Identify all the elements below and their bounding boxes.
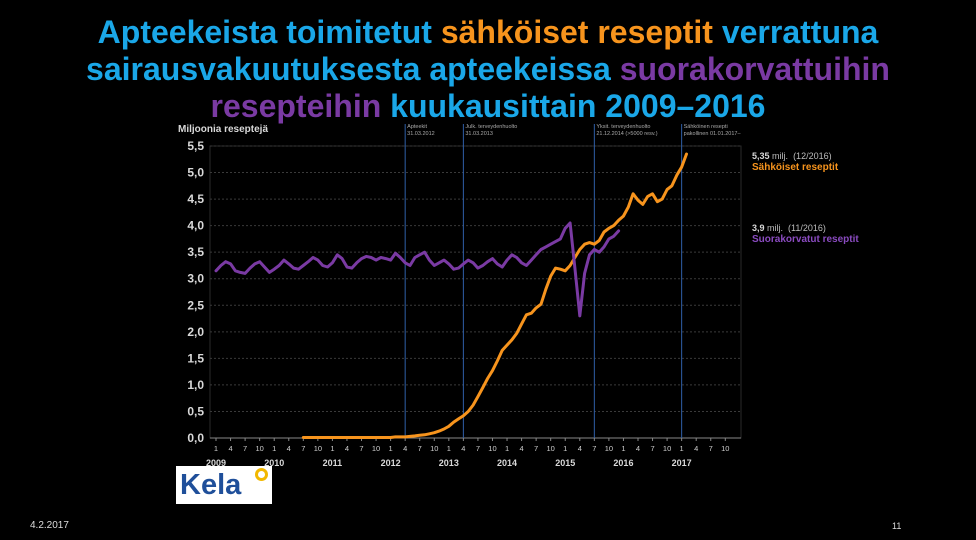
page-number: 11 xyxy=(892,521,902,531)
x-month-label: 7 xyxy=(359,444,363,453)
x-month-label: 4 xyxy=(345,444,349,453)
x-month-label: 1 xyxy=(621,444,625,453)
footer-date: 4.2.2017 xyxy=(30,520,69,531)
event-label: Julk. terveydenhuolto xyxy=(465,124,517,130)
x-month-label: 7 xyxy=(534,444,538,453)
electronic-annotation: 5,35 milj. (12/2016) Sähköiset reseptit xyxy=(752,150,838,174)
x-month-label: 10 xyxy=(255,444,263,453)
electronic-period: (12/2016) xyxy=(793,151,832,161)
x-year-label: 2014 xyxy=(497,458,517,468)
x-month-label: 10 xyxy=(430,444,438,453)
x-year-label: 2017 xyxy=(672,458,692,468)
y-tick-label: 4,0 xyxy=(187,219,204,233)
event-date: 21.12.2014 (>5000 resv.) xyxy=(596,131,657,137)
page-title: Apteekeista toimitetut sähköiset resepti… xyxy=(0,14,976,125)
x-month-label: 7 xyxy=(418,444,422,453)
y-tick-label: 3,5 xyxy=(187,245,204,259)
x-month-label: 1 xyxy=(272,444,276,453)
y-tick-label: 4,5 xyxy=(187,192,204,206)
y-tick-label: 0,0 xyxy=(187,431,204,445)
x-month-label: 1 xyxy=(447,444,451,453)
x-month-label: 1 xyxy=(389,444,393,453)
event-date: 31.03.2013 xyxy=(465,131,493,137)
x-year-label: 2015 xyxy=(555,458,575,468)
title-part-direct: suorakorvattuihin xyxy=(619,51,890,87)
kela-emblem-icon xyxy=(255,468,268,481)
event-date: pakollinen 01.01.2017– xyxy=(684,131,742,137)
x-month-label: 1 xyxy=(680,444,684,453)
x-month-label: 10 xyxy=(488,444,496,453)
y-tick-label: 1,0 xyxy=(187,378,204,392)
electronic-label: Sähköiset reseptit xyxy=(752,162,839,173)
x-month-label: 7 xyxy=(592,444,596,453)
y-tick-label: 1,5 xyxy=(187,351,204,365)
x-month-label: 10 xyxy=(721,444,729,453)
x-month-label: 10 xyxy=(314,444,322,453)
title-part: kuukausittain 2009–2016 xyxy=(381,88,766,124)
x-month-label: 4 xyxy=(287,444,291,453)
x-month-label: 10 xyxy=(663,444,671,453)
direct-unit: milj. xyxy=(767,223,784,233)
x-year-label: 2011 xyxy=(323,458,343,468)
direct-value: 3,9 xyxy=(752,223,765,233)
x-year-label: 2009 xyxy=(206,458,226,468)
direct-period: (11/2016) xyxy=(788,223,826,233)
x-month-label: 4 xyxy=(578,444,582,453)
x-year-label: 2016 xyxy=(613,458,633,468)
y-axis-label: Miljoonia reseptejä xyxy=(178,124,268,135)
title-part: verrattuna xyxy=(712,14,879,50)
title-line-3: resepteihin kuukausittain 2009–2016 xyxy=(0,88,976,125)
x-month-label: 1 xyxy=(505,444,509,453)
x-month-label: 1 xyxy=(563,444,567,453)
x-month-label: 4 xyxy=(461,444,465,453)
x-month-label: 4 xyxy=(694,444,698,453)
event-label: Sähköinen resepti xyxy=(684,124,728,130)
title-part: sairausvakuutuksesta apteekeissa xyxy=(86,51,620,87)
x-month-label: 1 xyxy=(214,444,218,453)
x-month-label: 4 xyxy=(636,444,640,453)
y-tick-label: 3,0 xyxy=(187,272,204,286)
series-line xyxy=(301,152,688,439)
title-part: Apteekeista toimitetut xyxy=(97,14,441,50)
direct-label: Suorakorvatut reseptit xyxy=(752,234,859,245)
x-month-label: 7 xyxy=(301,444,305,453)
x-year-label: 2010 xyxy=(264,458,284,468)
event-date: 31.03.2012 xyxy=(407,131,435,137)
x-month-label: 1 xyxy=(330,444,334,453)
x-month-label: 4 xyxy=(519,444,523,453)
y-tick-label: 2,0 xyxy=(187,325,204,339)
plot-area xyxy=(209,145,742,439)
series-line xyxy=(214,221,621,318)
direct-annotation: 3,9 milj. (11/2016) Suorakorvatut resept… xyxy=(752,222,859,246)
x-month-label: 10 xyxy=(605,444,613,453)
x-month-label: 4 xyxy=(228,444,232,453)
x-month-label: 4 xyxy=(403,444,407,453)
event-label: Yksit. terveydenhuolto xyxy=(596,124,650,130)
electronic-value: 5,35 xyxy=(752,151,770,161)
x-year-label: 2012 xyxy=(381,458,401,468)
direct-annotation-value-line: 3,9 milj. (11/2016) xyxy=(752,222,859,234)
electronic-unit: milj. xyxy=(772,151,789,161)
kela-logo: Kela xyxy=(176,466,272,504)
x-month-label: 7 xyxy=(650,444,654,453)
title-part-electronic: sähköiset reseptit xyxy=(440,14,713,50)
y-tick-label: 5,5 xyxy=(187,139,204,153)
y-tick-label: 5,0 xyxy=(187,166,204,180)
title-line-2: sairausvakuutuksesta apteekeissa suorako… xyxy=(0,51,976,88)
x-month-label: 7 xyxy=(243,444,247,453)
x-year-label: 2013 xyxy=(439,458,459,468)
title-line-1: Apteekeista toimitetut sähköiset resepti… xyxy=(0,14,976,51)
x-month-label: 7 xyxy=(709,444,713,453)
x-month-label: 7 xyxy=(476,444,480,453)
y-tick-label: 0,5 xyxy=(187,404,204,418)
electronic-annotation-value-line: 5,35 milj. (12/2016) xyxy=(752,150,838,162)
x-month-label: 10 xyxy=(372,444,380,453)
x-month-label: 10 xyxy=(547,444,555,453)
kela-logo-text: Kela xyxy=(180,469,242,501)
event-label: Apteekit xyxy=(407,124,427,130)
title-part-direct: resepteihin xyxy=(210,88,382,124)
y-tick-label: 2,5 xyxy=(187,298,204,312)
